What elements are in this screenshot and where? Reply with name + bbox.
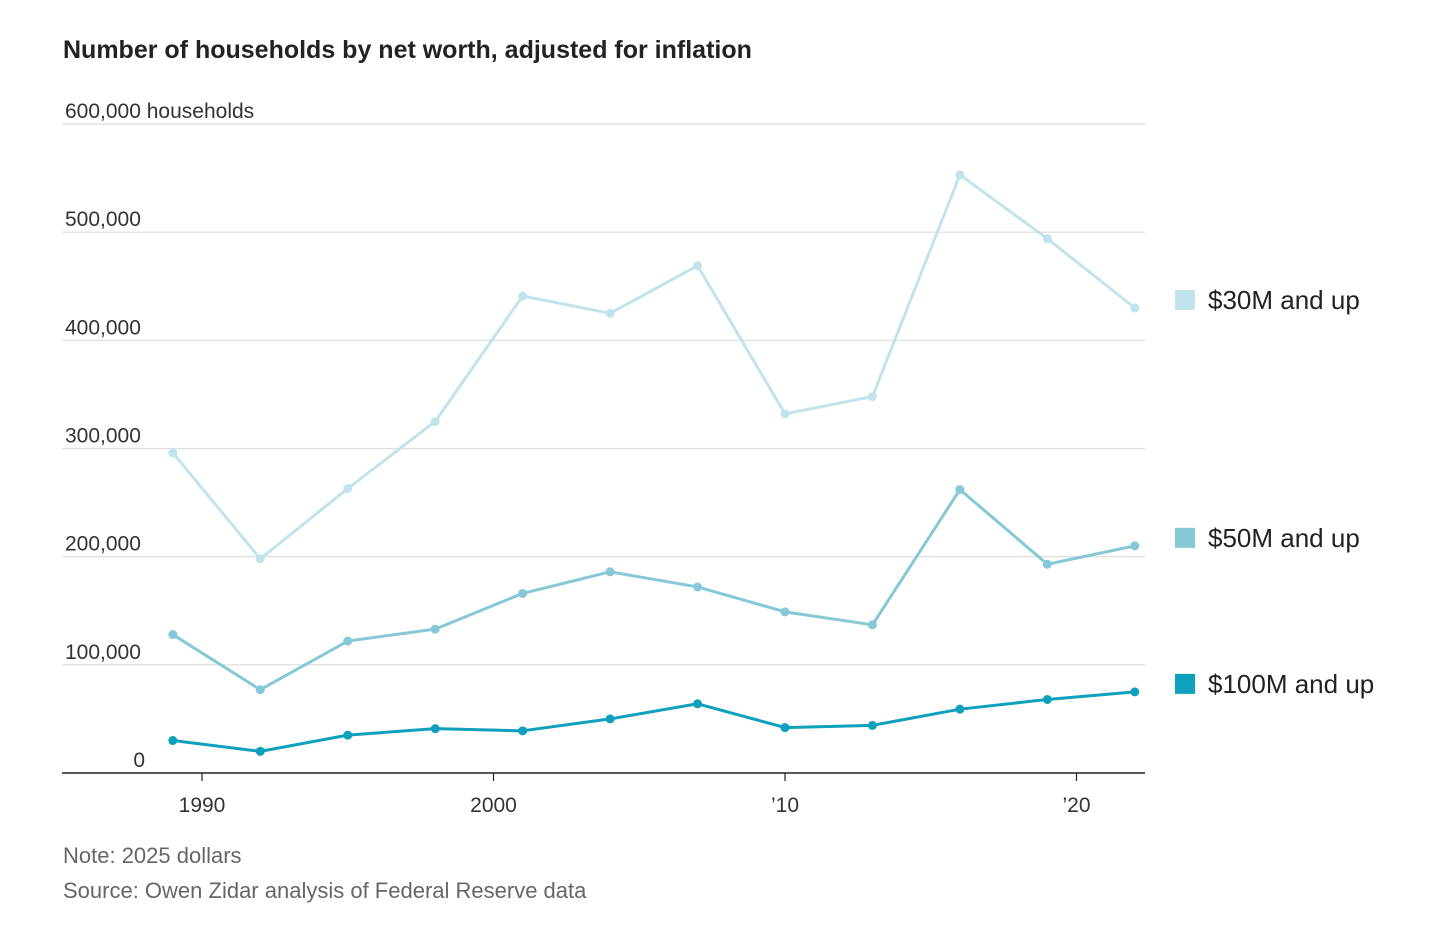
series-line	[172, 488, 1136, 692]
data-point	[780, 723, 790, 733]
data-point	[343, 636, 353, 646]
data-point	[1130, 303, 1140, 313]
series-line	[171, 173, 1136, 561]
data-point	[867, 720, 877, 730]
data-point	[693, 261, 703, 271]
data-point	[343, 484, 353, 494]
data-point	[955, 170, 965, 180]
data-point	[1042, 234, 1052, 244]
data-point	[168, 630, 178, 640]
data-point	[255, 685, 265, 695]
y-tick-label: 600,000 households	[65, 100, 254, 123]
x-tick-label: ’20	[1062, 794, 1090, 817]
data-point	[955, 704, 965, 714]
data-point	[867, 620, 877, 630]
data-point	[693, 582, 703, 592]
x-tick-label: ’10	[771, 794, 799, 817]
data-point	[605, 567, 615, 577]
y-tick-label: 500,000	[65, 208, 141, 231]
data-point	[255, 746, 265, 756]
chart-source: Source: Owen Zidar analysis of Federal R…	[63, 878, 587, 903]
data-point	[605, 714, 615, 724]
data-point	[518, 588, 528, 598]
data-point	[780, 607, 790, 617]
legend-label: $30M and up	[1208, 285, 1360, 315]
y-tick-label: 200,000	[65, 533, 141, 556]
data-point	[1042, 694, 1052, 704]
chart-title: Number of households by net worth, adjus…	[63, 36, 752, 64]
legend-swatch	[1175, 289, 1195, 310]
y-tick-label: 400,000	[65, 316, 141, 339]
y-tick-label: 0	[133, 749, 145, 772]
data-point	[780, 409, 790, 419]
data-point	[430, 416, 440, 426]
chart-note: Note: 2025 dollars	[63, 843, 242, 868]
legend-label: $100M and up	[1208, 669, 1374, 699]
data-point	[605, 308, 615, 318]
data-point	[867, 392, 877, 402]
data-point	[430, 624, 440, 634]
legend-swatch	[1175, 673, 1195, 694]
data-point	[693, 699, 703, 709]
data-point	[1130, 541, 1140, 551]
data-point	[518, 726, 528, 736]
legend-label: $50M and up	[1208, 523, 1360, 553]
y-tick-label: 300,000	[65, 425, 141, 448]
x-tick-label: 1990	[179, 794, 226, 817]
data-point	[168, 448, 178, 458]
data-point	[255, 554, 265, 564]
data-point	[518, 291, 528, 301]
legend-swatch	[1175, 527, 1195, 548]
data-point	[430, 724, 440, 734]
x-tick-label: 2000	[470, 794, 517, 817]
data-point	[1042, 559, 1052, 569]
data-point	[1130, 687, 1140, 697]
data-point	[955, 485, 965, 495]
y-tick-label: 100,000	[65, 641, 141, 664]
data-point	[168, 736, 178, 746]
series-line	[172, 690, 1135, 753]
data-point	[343, 730, 353, 740]
